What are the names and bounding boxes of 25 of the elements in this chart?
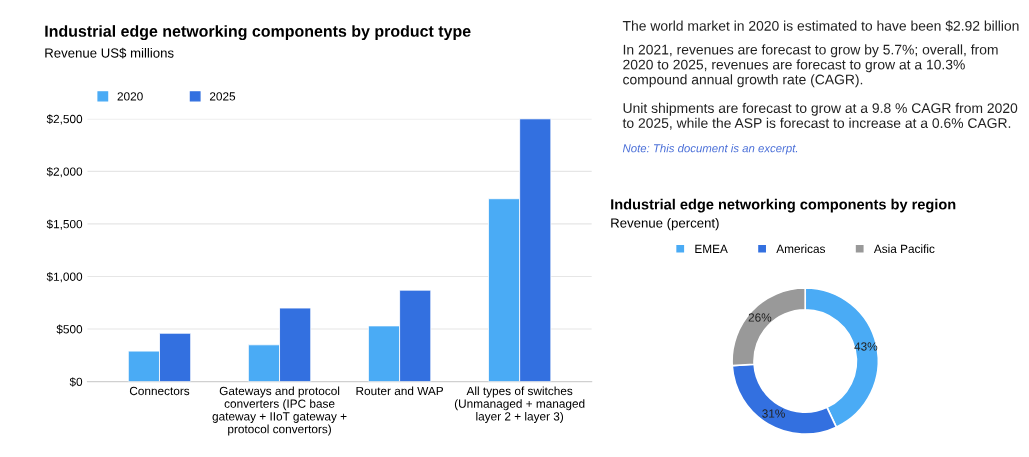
chart-title: Industrial edge networking components by product type [45,25,471,41]
text: Unit shipments are forecast to grow at a 9.8 % CAGR from 2020 to 2025, while the ASP is forecast to increase at a 0.6% CAGR. [622,102,1018,130]
legend-label: 2025 [209,92,236,101]
y-tick-label: $2,500 [46,114,83,125]
y-tick-label: $500 [56,324,83,335]
text: The world market in 2020 is estimated to have been $2.92 billion [622,20,1019,32]
text: Note: This document is an excerpt. [622,143,798,155]
data-label: 31% [762,409,785,418]
x-tick-label: All types of switches (Unmanaged + managed layer 2 + layer 3) [454,386,585,423]
chart-title: Industrial edge networking components by region [611,198,956,213]
y-tick-label: $0 [69,377,83,387]
y-tick-label: $1,500 [46,219,83,230]
x-tick-label: Connectors [129,386,190,396]
legend-label: Americas [776,244,826,254]
legend-label: EMEA [695,244,728,253]
text: In 2021, revenues are forecast to grow by 5.7%; overall, from 2020 to 2025, revenues are forecast to grow at a 10.3% compound annual growth rate (CAGR). [623,44,998,88]
chart-subtitle: Revenue (percent) [611,217,719,231]
y-tick-label: $2,000 [46,166,83,178]
y-tick-label: $1,000 [46,272,83,283]
chart-subtitle: Revenue US$ millions [45,47,174,59]
x-tick-label: Gateways and protocol converters (IPC base gateway + IIoT gateway + protocol convertors) [212,386,347,436]
data-label: 26% [748,313,772,322]
x-tick-label: Router and WAP [356,386,444,396]
legend-label: Asia Pacific [873,244,935,254]
legend-label: 2020 [117,92,143,101]
